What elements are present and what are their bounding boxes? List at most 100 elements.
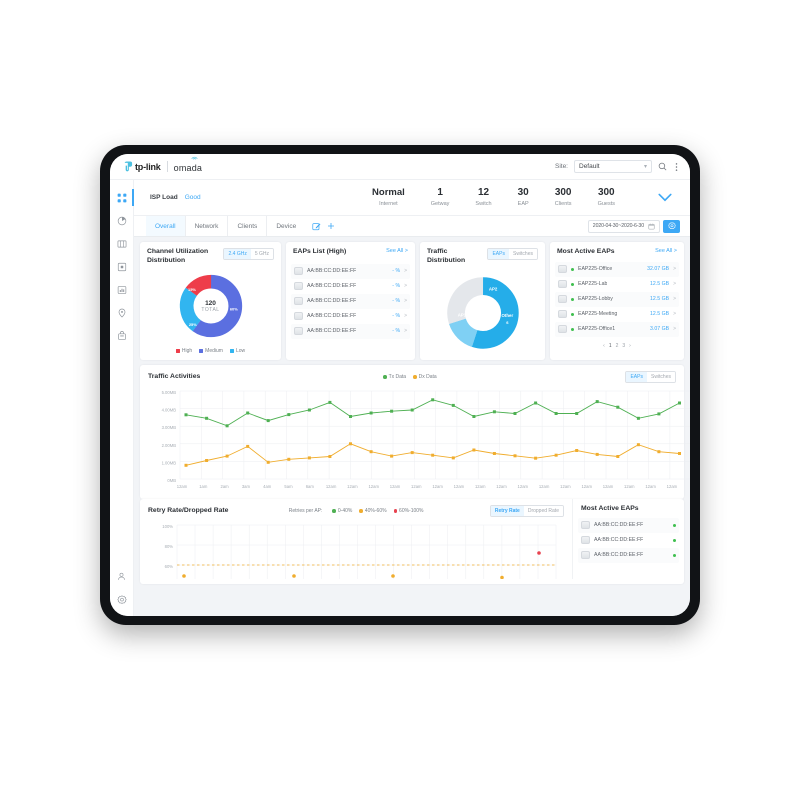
- list-item[interactable]: AA:BB:CC:DD:EE:FF - % >: [291, 263, 410, 279]
- data-point[interactable]: [678, 401, 681, 405]
- sidebar-item-dashboard[interactable]: [110, 186, 134, 209]
- more-vertical-icon[interactable]: [673, 162, 680, 172]
- data-point[interactable]: [349, 415, 352, 418]
- data-point[interactable]: [575, 412, 579, 415]
- sidebar-item-statistics[interactable]: [110, 209, 134, 232]
- data-point[interactable]: [246, 411, 250, 415]
- data-point[interactable]: [307, 408, 311, 412]
- data-point[interactable]: [225, 454, 229, 458]
- dashboard-scroll-area[interactable]: Channel Utilization Distribution 2.4 GHz…: [134, 237, 690, 616]
- data-point[interactable]: [513, 412, 517, 415]
- traffic-activities-eaps-option[interactable]: EAPs: [626, 372, 647, 382]
- data-point[interactable]: [328, 455, 332, 458]
- data-point[interactable]: [451, 456, 455, 460]
- data-point[interactable]: [616, 455, 620, 458]
- band-2_4ghz-option[interactable]: 2.4 GHz: [224, 249, 251, 259]
- data-point[interactable]: [349, 442, 352, 446]
- edit-square-icon[interactable]: [312, 222, 321, 231]
- dropped-rate-option[interactable]: Dropped Rate: [523, 506, 563, 516]
- list-item[interactable]: AA:BB:CC:DD:EE:FF - % >: [291, 309, 410, 324]
- sidebar-item-settings[interactable]: [110, 588, 134, 611]
- dashboard-settings-button[interactable]: [663, 219, 680, 233]
- pagination-page-1[interactable]: 1: [608, 342, 612, 349]
- data-point[interactable]: [534, 401, 538, 405]
- tab-overall[interactable]: Overall: [146, 216, 186, 236]
- sidebar-item-map[interactable]: [110, 232, 134, 255]
- traffic-eaps-option[interactable]: EAPs: [488, 249, 509, 259]
- data-point[interactable]: [431, 398, 435, 402]
- list-item[interactable]: AA:BB:CC:DD:EE:FF: [578, 547, 679, 563]
- data-point[interactable]: [390, 454, 394, 458]
- data-point[interactable]: [575, 449, 579, 452]
- sidebar-item-devices[interactable]: [110, 255, 134, 278]
- data-point[interactable]: [184, 463, 188, 467]
- stat-getway[interactable]: 1 Getway: [418, 187, 463, 208]
- traffic-switches-option[interactable]: Switches: [508, 249, 537, 259]
- data-point[interactable]: [410, 451, 414, 455]
- stat-switch[interactable]: 12 Switch: [462, 187, 504, 208]
- stat-guests[interactable]: 300 Guests: [585, 187, 628, 208]
- data-point[interactable]: [554, 412, 558, 415]
- data-point[interactable]: [369, 450, 373, 454]
- list-item[interactable]: AA:BB:CC:DD:EE:FF: [578, 517, 679, 533]
- site-select[interactable]: Default ▾: [574, 160, 652, 173]
- sidebar-item-insight[interactable]: [110, 278, 134, 301]
- eaps-list-see-all-link[interactable]: See All >: [386, 248, 408, 254]
- data-point[interactable]: [595, 452, 599, 456]
- isp-load-value[interactable]: Good: [184, 194, 201, 201]
- tab-device[interactable]: Device: [276, 222, 297, 230]
- data-point[interactable]: [534, 456, 538, 460]
- chevron-down-icon[interactable]: [658, 193, 672, 202]
- pagination-page-3[interactable]: 3: [622, 342, 626, 349]
- list-item[interactable]: EAP225-Meeting 12.5 GB >: [555, 307, 679, 322]
- data-point[interactable]: [246, 444, 250, 448]
- data-point[interactable]: [266, 460, 270, 464]
- data-point[interactable]: [492, 410, 496, 414]
- data-point[interactable]: [390, 409, 394, 413]
- list-item[interactable]: AA:BB:CC:DD:EE:FF - % >: [291, 293, 410, 309]
- sidebar-item-account[interactable]: [110, 565, 134, 588]
- list-item[interactable]: AA:BB:CC:DD:EE:FF - % >: [291, 323, 410, 339]
- data-point[interactable]: [472, 448, 476, 452]
- stat-clients[interactable]: 300 Clients: [542, 187, 585, 208]
- data-point[interactable]: [492, 452, 496, 455]
- data-point[interactable]: [513, 454, 517, 458]
- tab-clients[interactable]: Clients: [228, 216, 268, 236]
- data-point[interactable]: [616, 405, 620, 409]
- data-point[interactable]: [595, 400, 599, 404]
- date-range-picker[interactable]: 2020-04-30~2020-6-30: [587, 219, 660, 233]
- data-point[interactable]: [410, 408, 414, 412]
- data-point[interactable]: [225, 424, 229, 428]
- sidebar-item-log[interactable]: [110, 301, 134, 324]
- data-point[interactable]: [287, 413, 291, 417]
- sidebar-item-tools[interactable]: [110, 324, 134, 347]
- data-point[interactable]: [431, 453, 435, 457]
- pagination-next[interactable]: ›: [629, 342, 631, 349]
- data-point[interactable]: [205, 459, 209, 462]
- data-point[interactable]: [205, 416, 209, 420]
- list-item[interactable]: EAP225-Lobby 12.5 GB >: [555, 291, 679, 307]
- data-point[interactable]: [636, 416, 640, 420]
- search-icon[interactable]: [658, 162, 667, 171]
- data-point[interactable]: [657, 412, 661, 416]
- data-point[interactable]: [657, 450, 661, 454]
- list-item[interactable]: EAP225-Office 32.07 GB >: [555, 261, 679, 277]
- retry-rate-option[interactable]: Retry Rate: [490, 506, 524, 516]
- stat-eap[interactable]: 30 EAP: [505, 187, 542, 208]
- data-point[interactable]: [307, 456, 311, 460]
- data-point[interactable]: [678, 452, 681, 455]
- data-point[interactable]: [636, 443, 640, 447]
- list-item[interactable]: AA:BB:CC:DD:EE:FF: [578, 533, 679, 548]
- pagination-page-2[interactable]: 2: [615, 342, 619, 349]
- stat-internet[interactable]: Normal Internet: [359, 187, 418, 208]
- plus-icon[interactable]: [327, 222, 335, 230]
- pagination-prev[interactable]: ‹: [603, 342, 605, 349]
- data-point[interactable]: [554, 453, 558, 457]
- list-item[interactable]: AA:BB:CC:DD:EE:FF - % >: [291, 279, 410, 294]
- most-active-eaps-see-all-link[interactable]: See All >: [655, 248, 677, 254]
- band-5ghz-option[interactable]: 5 GHz: [250, 249, 273, 259]
- list-item[interactable]: EAP225-Lab 12.5 GB >: [555, 277, 679, 292]
- data-point[interactable]: [369, 411, 373, 415]
- tab-network[interactable]: Network: [186, 216, 229, 236]
- data-point[interactable]: [184, 413, 188, 417]
